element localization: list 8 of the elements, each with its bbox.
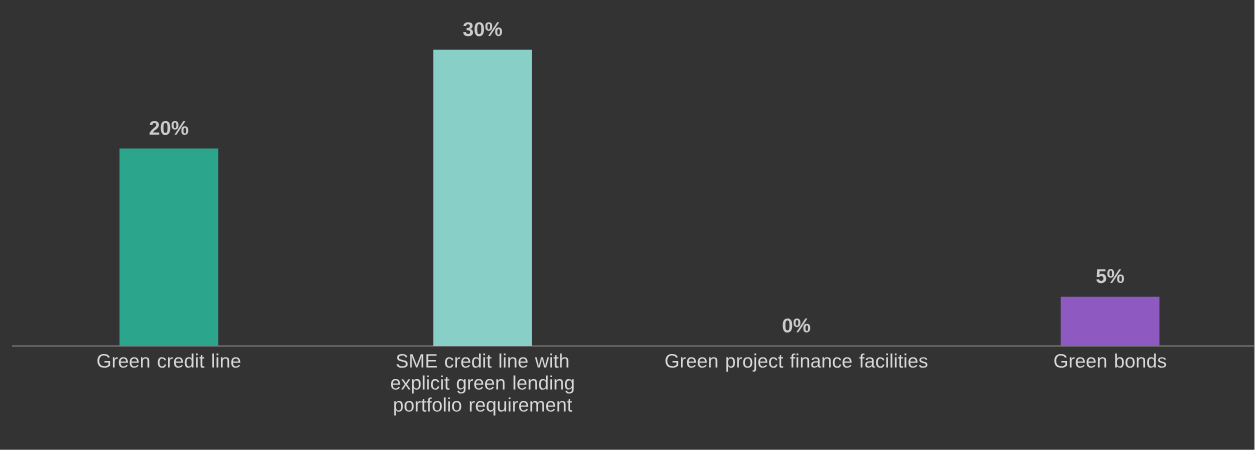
x-tick-label: Green project finance facilities: [665, 353, 928, 372]
data-label: 20%: [149, 121, 189, 136]
data-label: 30%: [463, 22, 503, 37]
data-label: 5%: [1096, 269, 1124, 284]
data-label: 0%: [782, 318, 811, 333]
x-tick-label: Green credit line: [97, 353, 241, 368]
x-tick-label: SME credit line with explicit green lending portfolio requirement: [391, 353, 574, 416]
x-tick-label: Green bonds: [1054, 353, 1167, 368]
